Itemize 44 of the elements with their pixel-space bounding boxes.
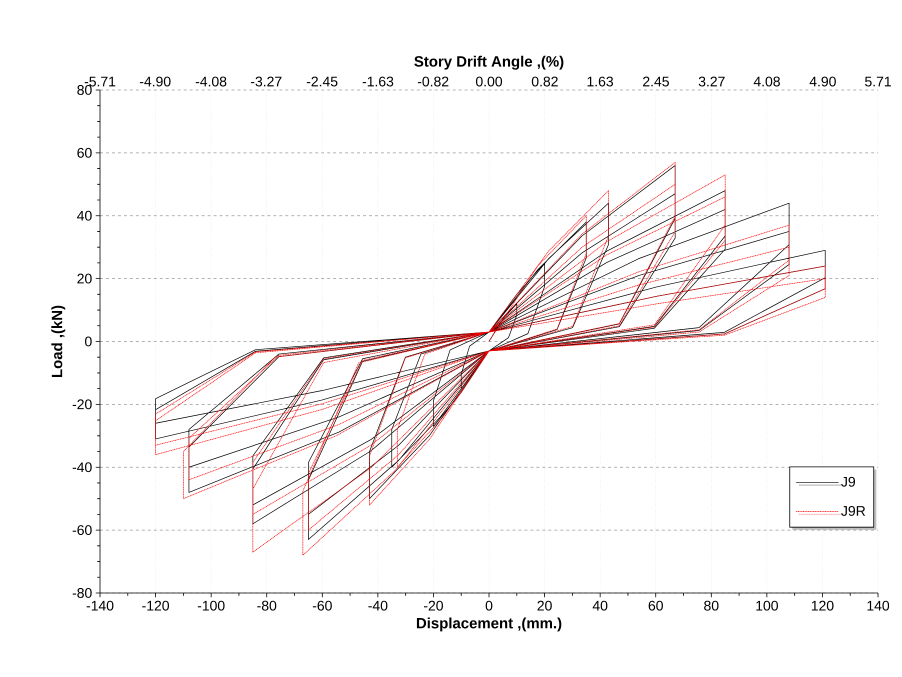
x2-tick-label: -4.90 (140, 76, 171, 86)
y-tick-label: 0 (85, 336, 92, 346)
x2-tick-label: 2.45 (643, 76, 669, 86)
x2-tick-label: 1.63 (588, 76, 614, 86)
x2-tick-label: -5.71 (84, 76, 116, 86)
y-tick-label: -20 (72, 399, 92, 410)
legend-label: J9 (841, 476, 856, 487)
y-tick-label: -40 (72, 462, 92, 472)
x-tick-label: -60 (312, 600, 332, 611)
x-tick-label: -20 (424, 600, 443, 611)
x-tick-label: -40 (368, 600, 388, 611)
legend-label: J9R (841, 506, 866, 516)
x2-tick-label: -1.63 (362, 76, 394, 86)
x-tick-label: -80 (257, 600, 276, 611)
y-tick-label: -60 (72, 525, 92, 536)
x-tick-label: 40 (592, 600, 608, 611)
x2-tick-label: 4.08 (754, 76, 780, 86)
x-tick-label: 20 (538, 600, 552, 611)
x2-axis-title: Story Drift Angle ,(%) (414, 56, 564, 70)
x2-tick-label: 3.27 (698, 76, 725, 86)
x-tick-label: 80 (704, 600, 719, 611)
x-tick-label: 140 (867, 600, 890, 611)
x2-tick-label: 5.71 (865, 76, 891, 86)
x-tick-label: 60 (648, 600, 663, 611)
x-tick-label: 100 (756, 600, 778, 611)
x2-tick-label: -4.08 (196, 76, 226, 86)
x2-tick-label: -2.45 (306, 76, 338, 86)
y-tick-label: 80 (77, 85, 92, 95)
y-tick-label: 40 (77, 210, 92, 221)
x-tick-label: 0 (486, 600, 492, 611)
y-axis-title: Load ,(kN) (51, 306, 66, 378)
x2-tick-label: 0.00 (476, 76, 502, 86)
x-tick-label: -100 (198, 600, 225, 611)
y-tick-label: 20 (77, 274, 92, 284)
x-tick-label: -120 (142, 600, 169, 611)
x2-tick-label: -3.27 (250, 76, 282, 86)
x2-tick-label: -0.82 (418, 76, 448, 86)
y-tick-label: -80 (72, 588, 92, 598)
y-tick-label: 60 (77, 148, 92, 158)
x-tick-label: 120 (812, 600, 834, 611)
x2-tick-label: 0.82 (532, 76, 558, 86)
x-axis-title: Displacement ,(mm.) (416, 617, 562, 632)
x2-tick-label: 4.90 (810, 76, 836, 86)
x-tick-label: -140 (86, 600, 114, 611)
